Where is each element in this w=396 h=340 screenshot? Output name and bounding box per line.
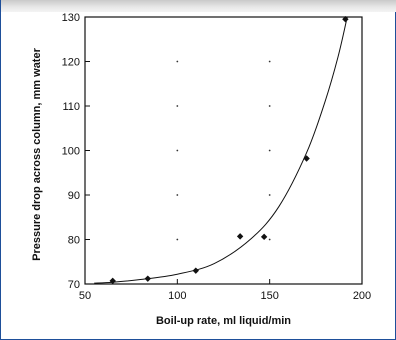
top-band (1, 0, 396, 12)
data-point (303, 155, 310, 162)
data-point (342, 16, 349, 23)
grid-dot (268, 105, 271, 107)
y-tick-label: 130 (62, 12, 80, 24)
grid-dot (176, 60, 179, 63)
data-points (109, 16, 349, 285)
x-tick-label: 100 (168, 290, 186, 302)
data-point (192, 267, 199, 274)
grid-dot (268, 149, 271, 152)
x-tick-label: 50 (79, 290, 91, 302)
y-tick-label: 120 (62, 57, 80, 69)
grid-dot (176, 238, 179, 241)
plot-area (84, 16, 363, 285)
data-point (236, 233, 244, 240)
data-point (260, 233, 268, 241)
x-axis: 50 100 150 200 (79, 279, 371, 302)
fit-curve (94, 16, 348, 284)
data-point (144, 275, 151, 282)
y-axis-title: Pressure drop across column, mm water (31, 47, 43, 260)
grid (176, 60, 271, 241)
grid-dot (176, 105, 179, 107)
x-tick-label: 150 (260, 290, 278, 302)
grid-dot (176, 194, 179, 196)
x-tick-label: 200 (353, 290, 371, 302)
y-tick-label: 80 (68, 235, 80, 247)
data-point (109, 277, 116, 285)
x-axis-title: Boil-up rate, ml liquid/min (156, 315, 291, 327)
grid-dot (176, 149, 179, 152)
grid-dot (268, 60, 271, 63)
grid-dot (268, 238, 271, 241)
y-tick-label: 90 (68, 190, 80, 202)
y-tick-label: 70 (68, 279, 80, 291)
y-tick-label: 100 (62, 146, 80, 158)
grid-dot (268, 194, 271, 196)
y-tick-label: 110 (62, 101, 80, 113)
y-axis: 70 80 90 100 110 120 130 (62, 12, 90, 291)
